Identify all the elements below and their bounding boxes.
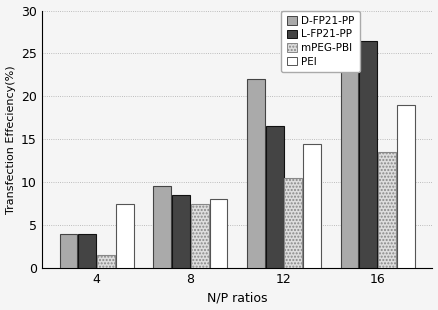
Bar [266, 126, 283, 268]
Bar [360, 41, 377, 268]
Bar [153, 187, 171, 268]
Bar [284, 178, 302, 268]
Bar [191, 204, 208, 268]
Bar [116, 204, 134, 268]
Bar [378, 152, 396, 268]
Legend: D-FP21-PP, L-FP21-PP, mPEG-PBI, PEI: D-FP21-PP, L-FP21-PP, mPEG-PBI, PEI [281, 11, 360, 72]
X-axis label: N/P ratios: N/P ratios [207, 291, 267, 304]
Bar [209, 199, 227, 268]
Bar [60, 234, 78, 268]
Bar [303, 144, 321, 268]
Bar [397, 105, 415, 268]
Y-axis label: Transfection Effeciency(%): Transfection Effeciency(%) [6, 65, 16, 214]
Bar [341, 52, 358, 268]
Bar [78, 234, 96, 268]
Bar [97, 255, 115, 268]
Bar [247, 79, 265, 268]
Bar [172, 195, 190, 268]
